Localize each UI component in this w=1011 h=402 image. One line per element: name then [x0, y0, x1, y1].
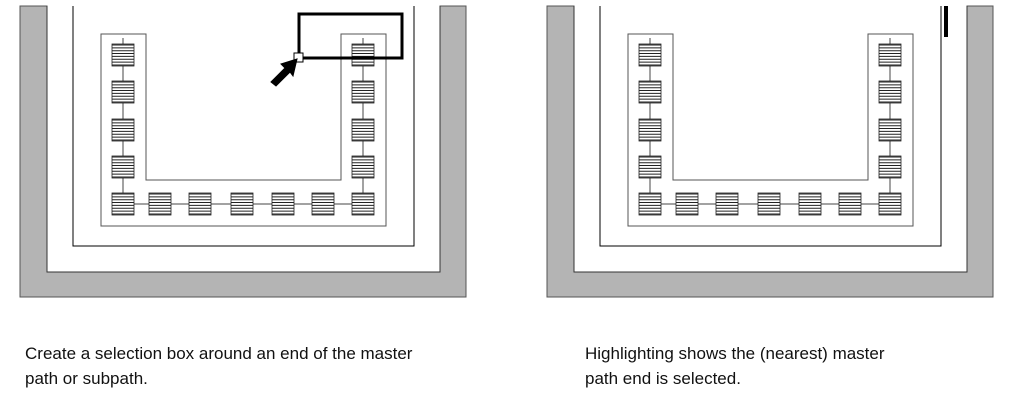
contact: [111, 118, 135, 142]
contact: [351, 192, 375, 216]
contact-box: [111, 155, 135, 179]
right-panel: [546, 5, 994, 298]
contact: [111, 43, 135, 67]
contact: [148, 192, 172, 216]
contact: [757, 192, 781, 216]
left-caption-line-1: Create a selection box around an end of …: [25, 344, 413, 363]
contact: [230, 192, 254, 216]
cursor-arrow-icon: [270, 58, 298, 87]
contact-box: [838, 192, 862, 216]
contact-box: [111, 80, 135, 104]
contact: [111, 80, 135, 104]
path-outline: [627, 33, 914, 227]
contact: [878, 192, 902, 216]
wall-outer-edge: [573, 6, 968, 273]
contact: [638, 155, 662, 179]
contact: [715, 192, 739, 216]
contact: [271, 192, 295, 216]
left-panel: [19, 5, 467, 298]
contact-box: [148, 192, 172, 216]
contact: [111, 192, 135, 216]
contact: [351, 155, 375, 179]
left-caption: Create a selection box around an end of …: [25, 341, 412, 391]
contact: [675, 192, 699, 216]
contact: [351, 80, 375, 104]
contact: [878, 155, 902, 179]
diagram-area: [19, 5, 994, 298]
wall-outer-edge: [46, 6, 441, 273]
contact-box: [878, 43, 902, 67]
contact-box: [351, 192, 375, 216]
contact: [878, 118, 902, 142]
outer-wall: [546, 5, 994, 298]
contact-box: [351, 43, 375, 67]
contact-box: [111, 118, 135, 142]
outer-wall: [19, 5, 467, 298]
contact-box: [798, 192, 822, 216]
contact-box: [111, 192, 135, 216]
right-caption-line-1: Highlighting shows the (nearest) master: [585, 344, 885, 363]
contact: [351, 43, 375, 67]
path-end-handle: [293, 52, 304, 63]
right-caption: Highlighting shows the (nearest) master …: [585, 341, 885, 391]
contact-box: [638, 80, 662, 104]
contact-box: [878, 155, 902, 179]
path-end-highlight: [944, 6, 948, 37]
contact-box: [638, 155, 662, 179]
contact: [188, 192, 212, 216]
contact: [638, 80, 662, 104]
contact-box: [638, 43, 662, 67]
contact-box: [230, 192, 254, 216]
wall-inner-edge: [599, 6, 942, 247]
contact: [111, 155, 135, 179]
contact: [638, 192, 662, 216]
contact-box: [878, 80, 902, 104]
master-path-line: [122, 38, 364, 205]
contact-box: [188, 192, 212, 216]
contact-box: [111, 43, 135, 67]
contact-box: [351, 80, 375, 104]
contact: [838, 192, 862, 216]
contact: [311, 192, 335, 216]
contact-box: [638, 192, 662, 216]
contact-box: [638, 118, 662, 142]
selection-box: [297, 12, 404, 60]
contact-box: [271, 192, 295, 216]
contact-box: [757, 192, 781, 216]
right-caption-line-2: path end is selected.: [585, 369, 741, 388]
contact-box: [351, 118, 375, 142]
wall-inner-edge: [72, 6, 415, 247]
contact-box: [878, 192, 902, 216]
contact: [351, 118, 375, 142]
contact-box: [351, 155, 375, 179]
contact: [638, 118, 662, 142]
left-caption-line-2: path or subpath.: [25, 369, 148, 388]
path-outline: [100, 33, 387, 227]
master-path-line: [649, 38, 891, 205]
contact: [798, 192, 822, 216]
contact: [638, 43, 662, 67]
contact-box: [878, 118, 902, 142]
contact-box: [311, 192, 335, 216]
contact: [878, 43, 902, 67]
contact-box: [675, 192, 699, 216]
contact-box: [715, 192, 739, 216]
contact: [878, 80, 902, 104]
